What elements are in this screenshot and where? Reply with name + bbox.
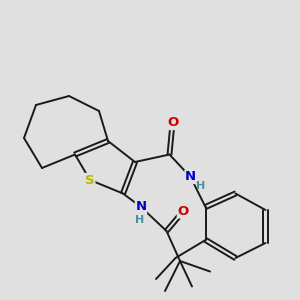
Text: H: H (135, 214, 144, 225)
Text: O: O (177, 205, 189, 218)
Text: N: N (185, 170, 196, 184)
Text: O: O (167, 116, 178, 130)
Text: S: S (85, 173, 95, 187)
Text: H: H (196, 181, 206, 191)
Text: N: N (135, 200, 147, 214)
